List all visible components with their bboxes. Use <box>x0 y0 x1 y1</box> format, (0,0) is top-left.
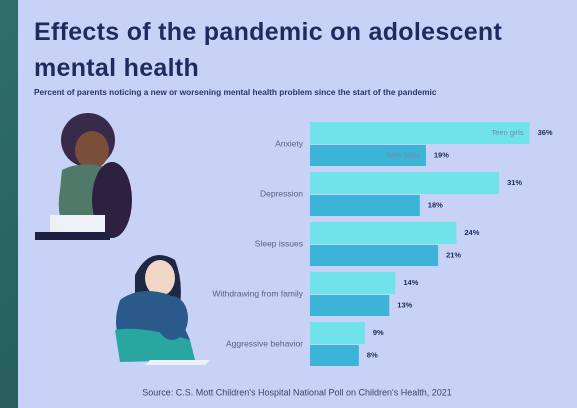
bar <box>310 145 426 166</box>
legend-label: Teen girls <box>491 128 523 137</box>
category-label: Aggressive behavior <box>226 338 303 348</box>
category-label: Anxiety <box>275 138 304 148</box>
value-label: 21% <box>446 250 461 259</box>
value-label: 36% <box>538 128 553 137</box>
category-label: Sleep issues <box>255 238 303 248</box>
value-label: 14% <box>403 278 418 287</box>
illustration-teen-1 <box>35 113 132 240</box>
illustration-teen-2 <box>115 255 210 365</box>
bar <box>310 272 396 294</box>
bar <box>310 172 500 194</box>
chart-title: Effects of the pandemic on adolescent me… <box>34 18 503 82</box>
value-label: 13% <box>397 300 412 309</box>
bar <box>310 195 420 216</box>
value-label: 31% <box>507 178 522 187</box>
bar <box>310 122 530 144</box>
value-label: 9% <box>373 328 384 337</box>
value-label: 19% <box>434 150 449 159</box>
value-label: 18% <box>428 200 443 209</box>
source: Source: C.S. Mott Children's Hospital Na… <box>142 387 452 397</box>
legend-label: Teen boys <box>386 150 420 159</box>
bar <box>310 295 390 316</box>
bar <box>310 245 439 266</box>
chart-subtitle: Percent of parents noticing a new or wor… <box>34 87 437 97</box>
bar <box>310 322 365 344</box>
value-label: 24% <box>464 228 479 237</box>
value-label: 8% <box>367 350 378 359</box>
bar <box>310 345 359 366</box>
category-label: Depression <box>260 188 303 198</box>
bar <box>310 222 457 244</box>
category-label: Withdrawing from family <box>212 288 303 298</box>
